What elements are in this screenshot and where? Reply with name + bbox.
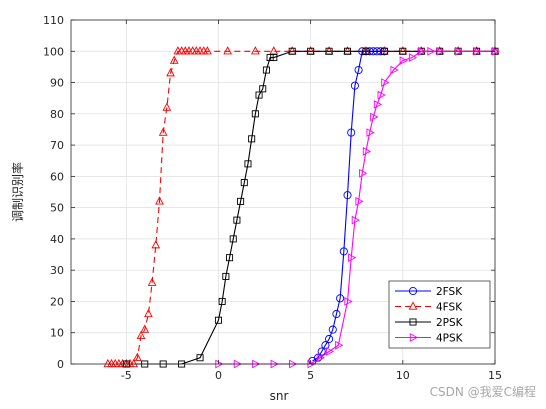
y-tick-label: 70: [50, 139, 64, 152]
y-tick-label: 40: [50, 233, 64, 246]
y-tick-label: 60: [50, 170, 64, 183]
x-tick-label: 10: [396, 369, 410, 382]
legend: 2FSK 4FSK 2PSK 4PSK: [389, 281, 490, 348]
legend-label-2fsk: 2FSK: [436, 286, 463, 298]
legend-label-4fsk: 4FSK: [436, 302, 463, 314]
x-tick-label: 15: [488, 369, 502, 382]
legend-label-2psk: 2PSK: [436, 317, 464, 329]
x-axis-label: snr: [270, 389, 289, 403]
y-axis-label: 调制识别率: [10, 162, 25, 222]
y-tick-label: 110: [43, 14, 64, 27]
x-tick-label: 5: [307, 369, 314, 382]
x-tick-label: 0: [215, 369, 222, 382]
y-tick-label: 20: [50, 295, 64, 308]
y-tick-label: 90: [50, 77, 64, 90]
legend-label-4psk: 4PSK: [436, 333, 464, 345]
y-tick-label: 80: [50, 108, 64, 121]
x-tick-label: -5: [121, 369, 132, 382]
y-tick-label: 30: [50, 264, 64, 277]
y-tick-label: 0: [57, 358, 64, 371]
watermark: CSDN @我爱C编程: [430, 384, 536, 399]
y-tick-label: 50: [50, 202, 64, 215]
y-tick-label: 10: [50, 327, 64, 340]
y-tick-label: 100: [43, 45, 64, 58]
